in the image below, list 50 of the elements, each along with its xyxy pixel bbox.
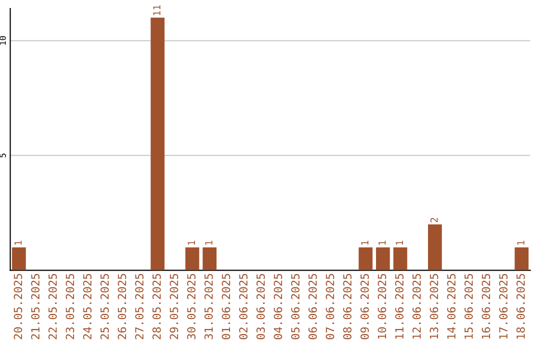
x-tick-label: 31.05.2025 [204, 274, 213, 340]
data-label: 1 [205, 240, 212, 245]
data-label: 11 [153, 5, 160, 16]
bar [358, 247, 373, 270]
x-tick-label: 24.05.2025 [83, 274, 92, 340]
x-tick-label: 07.06.2025 [326, 274, 334, 340]
x-tick-label: 04.06.2025 [274, 274, 282, 340]
x-tick-label: 05.06.2025 [291, 274, 300, 340]
x-tick-label: 28.05.2025 [152, 274, 161, 340]
bar [185, 247, 200, 270]
x-tick-label: 29.05.2025 [170, 274, 178, 340]
data-label: 2 [430, 218, 438, 222]
x-tick-label: 14.06.2025 [447, 274, 456, 339]
y-tick-label: 5 [0, 154, 6, 158]
data-label: 1 [14, 240, 22, 245]
y-tick-label: 10 [0, 36, 6, 45]
x-tick-label: 18.06.2025 [516, 274, 525, 339]
bar [393, 247, 408, 270]
data-label: 1 [517, 240, 524, 245]
bar [428, 224, 442, 270]
x-tick-label: 12.06.2025 [412, 274, 421, 339]
x-tick-label: 23.05.2025 [66, 274, 74, 340]
x-tick-label: 02.06.2025 [239, 274, 248, 340]
x-tick-label: 20.05.2025 [14, 274, 22, 340]
x-tick-label: 08.06.2025 [343, 274, 352, 340]
x-tick-label: 21.05.2025 [31, 274, 40, 340]
data-label: 1 [378, 240, 386, 245]
x-tick-label: 26.05.2025 [118, 274, 126, 340]
bar [12, 247, 26, 270]
x-tick-label: 15.06.2025 [464, 274, 473, 339]
data-label: 1 [396, 240, 403, 245]
bar [150, 18, 165, 270]
x-tick-label: 27.05.2025 [135, 274, 144, 340]
x-tick-label: 03.06.2025 [256, 274, 265, 340]
x-tick-label: 16.06.2025 [482, 274, 490, 339]
bar [376, 247, 390, 270]
x-tick-label: 01.06.2025 [222, 274, 230, 340]
x-tick-label: 11.06.2025 [395, 274, 404, 339]
x-tick-label: 10.06.2025 [378, 274, 386, 339]
bar [514, 247, 529, 270]
x-tick-label: 13.06.2025 [430, 274, 438, 339]
x-tick-label: 06.06.2025 [308, 274, 317, 340]
x-tick-label: 22.05.2025 [48, 274, 57, 340]
x-tick-label: 25.05.2025 [100, 274, 109, 340]
x-tick-label: 30.05.2025 [187, 274, 196, 340]
x-tick-label: 17.06.2025 [499, 274, 508, 339]
x-tick-label: 09.06.2025 [360, 274, 369, 340]
data-label: 1 [188, 240, 195, 245]
bar [202, 247, 217, 270]
data-label: 1 [361, 240, 368, 245]
